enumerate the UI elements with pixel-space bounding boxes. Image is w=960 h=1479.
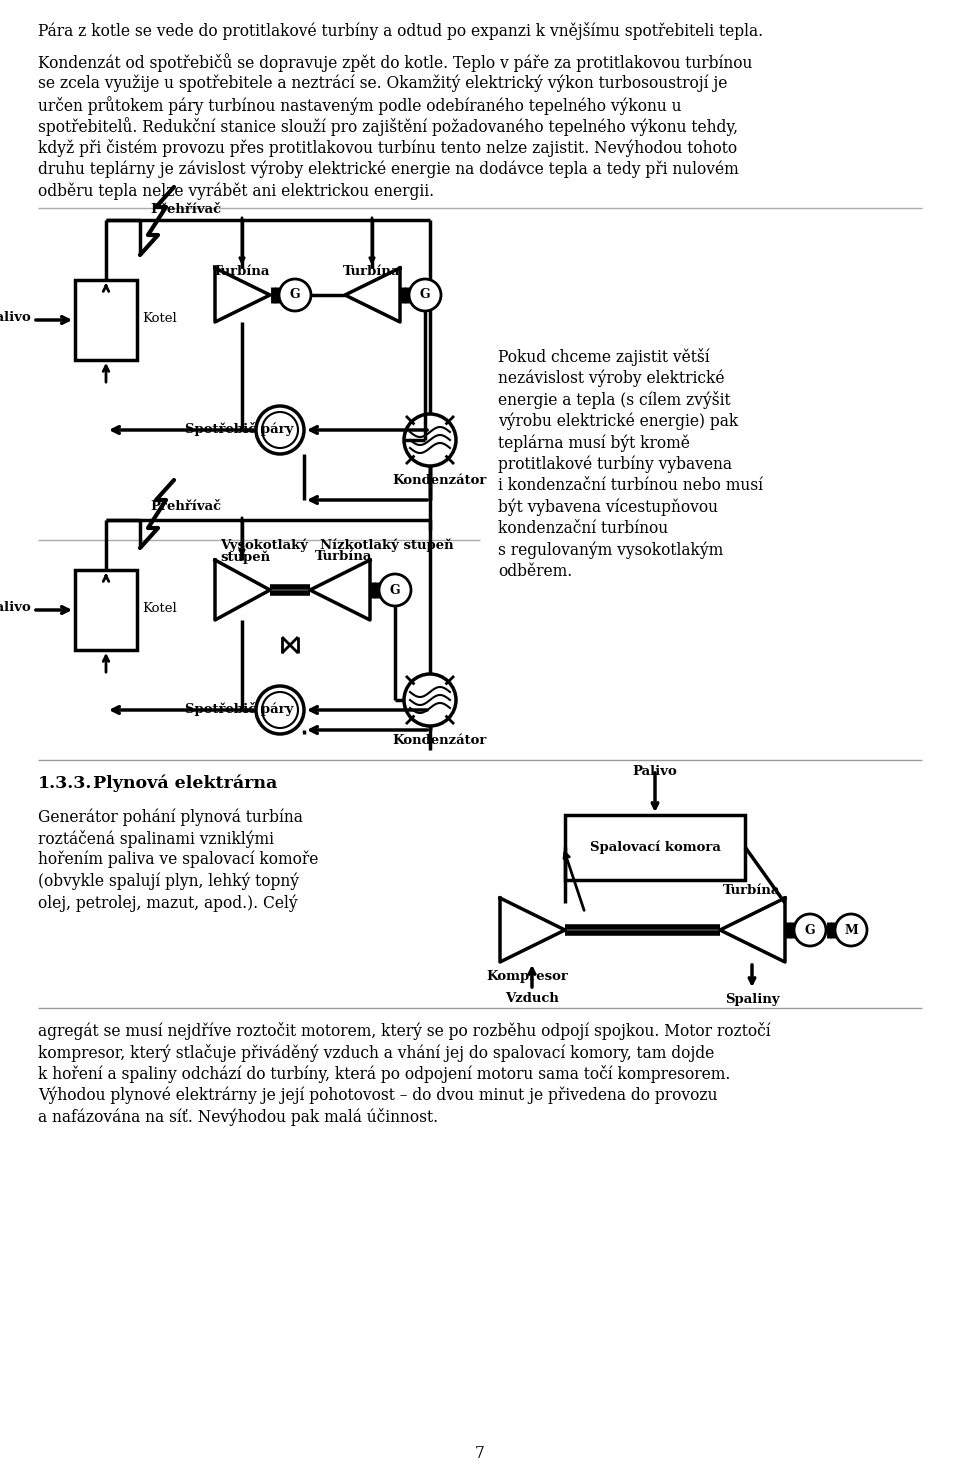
Text: Kotel: Kotel <box>142 312 177 325</box>
Circle shape <box>404 414 456 466</box>
Polygon shape <box>720 898 785 961</box>
Text: odběrem.: odběrem. <box>498 563 572 580</box>
Text: druhu teplárny je závislost výroby elektrické energie na dodávce tepla a tedy př: druhu teplárny je závislost výroby elekt… <box>38 161 739 177</box>
Circle shape <box>262 692 298 728</box>
Text: odběru tepla nelze vyrábět ani elektrickou energii.: odběru tepla nelze vyrábět ani elektrick… <box>38 182 434 200</box>
Text: (obvykle spalují plyn, lehký topný: (obvykle spalují plyn, lehký topný <box>38 873 299 890</box>
Text: Výhodou plynové elektrárny je její pohotovost – do dvou minut je přivedena do pr: Výhodou plynové elektrárny je její pohot… <box>38 1087 717 1103</box>
Text: Palivo: Palivo <box>0 311 31 324</box>
Text: Palivo: Palivo <box>633 765 678 778</box>
Circle shape <box>256 407 304 454</box>
Text: Spotřebič páry: Spotřebič páry <box>185 422 294 436</box>
Text: Kondenzátor: Kondenzátor <box>392 473 487 487</box>
Text: a nafázována na síť. Nevýhodou pak malá účinnost.: a nafázována na síť. Nevýhodou pak malá … <box>38 1108 438 1126</box>
Text: být vybavena vícestupňovou: být vybavena vícestupňovou <box>498 498 718 516</box>
Text: Turbína: Turbína <box>344 265 400 278</box>
Text: protitlakové turbíny vybavena: protitlakové turbíny vybavena <box>498 456 732 473</box>
Circle shape <box>835 914 867 947</box>
Circle shape <box>404 674 456 726</box>
Polygon shape <box>310 561 370 620</box>
Polygon shape <box>215 561 270 620</box>
Text: Kondenzát od spotřebičů se dopravuje zpět do kotle. Teplo v páře za protitlakovo: Kondenzát od spotřebičů se dopravuje zpě… <box>38 53 753 72</box>
Text: Turbína: Turbína <box>213 265 271 278</box>
Text: Pára z kotle se vede do protitlakové turbíny a odtud po expanzi k vnějšímu spotř: Pára z kotle se vede do protitlakové tur… <box>38 22 763 40</box>
Text: Turbína: Turbína <box>723 884 780 896</box>
Circle shape <box>794 914 826 947</box>
Text: Přehřívač: Přehřívač <box>150 500 221 513</box>
Text: když při čistém provozu přes protitlakovou turbínu tento nelze zajistit. Nevýhod: když při čistém provozu přes protitlakov… <box>38 139 737 157</box>
Text: Nízkotlaký stupeň: Nízkotlaký stupeň <box>320 538 454 552</box>
Text: Kondenzátor: Kondenzátor <box>392 734 487 747</box>
Text: Turbína: Turbína <box>315 550 372 563</box>
Bar <box>565 815 745 880</box>
Text: energie a tepla (s cílem zvýšit: energie a tepla (s cílem zvýšit <box>498 390 731 410</box>
Text: Kompresor: Kompresor <box>486 970 568 984</box>
Text: výrobu elektrické energie) pak: výrobu elektrické energie) pak <box>498 413 738 430</box>
Text: G: G <box>290 288 300 302</box>
Text: G: G <box>804 923 815 936</box>
Polygon shape <box>215 268 270 322</box>
Text: určen průtokem páry turbínou nastaveným podle odebíraného tepelného výkonu u: určen průtokem páry turbínou nastaveným … <box>38 96 682 115</box>
Text: 7: 7 <box>475 1445 485 1463</box>
Text: s regulovaným vysokotlakým: s regulovaným vysokotlakým <box>498 541 723 559</box>
Text: stupeň: stupeň <box>220 550 270 563</box>
Text: nezávislost výroby elektrické: nezávislost výroby elektrické <box>498 370 725 387</box>
Text: Spotřebič páry: Spotřebič páry <box>185 703 294 716</box>
Circle shape <box>256 686 304 734</box>
Text: G: G <box>390 584 400 596</box>
Text: se zcela využije u spotřebitele a neztrácí se. Okamžitý elektrický výkon turboso: se zcela využije u spotřebitele a neztrá… <box>38 74 728 92</box>
Text: Palivo: Palivo <box>0 600 31 614</box>
Text: i kondenzační turbínou nebo musí: i kondenzační turbínou nebo musí <box>498 478 763 494</box>
Text: k hoření a spaliny odchází do turbíny, která po odpojení motoru sama točí kompre: k hoření a spaliny odchází do turbíny, k… <box>38 1065 731 1083</box>
Text: agregát se musí nejdříve roztočit motorem, který se po rozběhu odpojí spojkou. M: agregát se musí nejdříve roztočit motore… <box>38 1022 771 1040</box>
Bar <box>75 280 137 359</box>
Polygon shape <box>345 268 400 322</box>
Text: Spalovací komora: Spalovací komora <box>589 840 720 853</box>
Circle shape <box>262 413 298 448</box>
Text: hořením paliva ve spalovací komoře: hořením paliva ve spalovací komoře <box>38 850 319 868</box>
Circle shape <box>279 280 311 311</box>
Text: G: G <box>420 288 430 302</box>
Text: Vzduch: Vzduch <box>505 992 559 1006</box>
Circle shape <box>379 574 411 606</box>
Bar <box>75 569 137 649</box>
Text: Pokud chceme zajistit větší: Pokud chceme zajistit větší <box>498 348 709 365</box>
Text: teplárna musí být kromě: teplárna musí být kromě <box>498 433 690 451</box>
Text: kompresor, který stlačuje přiváděný vzduch a vhání jej do spalovací komory, tam : kompresor, který stlačuje přiváděný vzdu… <box>38 1044 714 1062</box>
Text: spotřebitelů. Redukční stanice slouží pro zajištění požadovaného tepelného výkon: spotřebitelů. Redukční stanice slouží pr… <box>38 117 738 136</box>
Text: Kotel: Kotel <box>142 602 177 615</box>
Text: Plynová elektrárna: Plynová elektrárna <box>93 775 277 793</box>
Text: M: M <box>844 923 858 936</box>
Text: 1.3.3.: 1.3.3. <box>38 775 92 791</box>
Text: olej, petrolej, mazut, apod.). Celý: olej, petrolej, mazut, apod.). Celý <box>38 893 298 911</box>
Text: Přehřívač: Přehřívač <box>150 203 221 216</box>
Text: Spaliny: Spaliny <box>725 992 780 1006</box>
Polygon shape <box>500 898 565 961</box>
Text: Vysokotlaký: Vysokotlaký <box>220 538 308 552</box>
Circle shape <box>409 280 441 311</box>
Text: roztáčená spalinami vzniklými: roztáčená spalinami vzniklými <box>38 830 274 847</box>
Text: Generátor pohání plynová turbína: Generátor pohání plynová turbína <box>38 808 302 825</box>
Text: kondenzační turbínou: kondenzační turbínou <box>498 521 668 537</box>
